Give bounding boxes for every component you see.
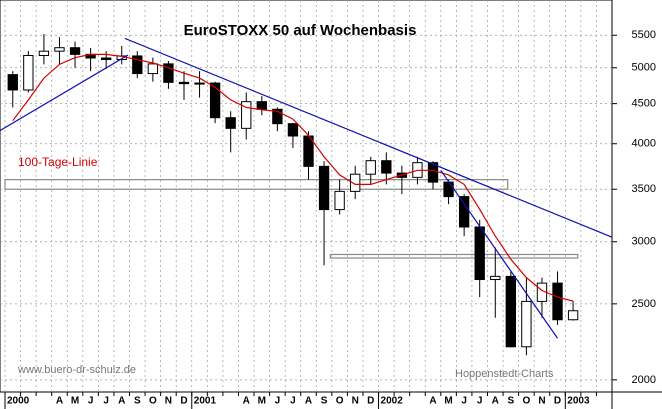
x-tick-label: M <box>444 396 452 407</box>
x-axis-band <box>0 392 662 409</box>
candle-body <box>381 160 392 174</box>
candle-body <box>505 275 517 348</box>
x-tick-label: N <box>538 396 545 407</box>
candle-body <box>178 81 190 85</box>
candle-body <box>69 47 81 55</box>
y-tick-label: 2000 <box>632 374 656 386</box>
candle-body <box>23 54 34 91</box>
x-tick-label: N <box>352 396 359 407</box>
x-tick-label: 2001 <box>194 396 217 407</box>
candle-body <box>552 282 563 321</box>
x-tick-label: A <box>243 396 250 407</box>
candle-body <box>365 160 376 175</box>
chart-title: EuroSTOXX 50 auf Wochenbasis <box>184 22 417 39</box>
candle-body <box>567 310 579 321</box>
x-tick-label: 2002 <box>381 396 404 407</box>
y-tick-label: 5000 <box>632 62 656 74</box>
candle-body <box>147 63 159 75</box>
candle-body <box>100 57 112 61</box>
plot-frame <box>0 0 613 393</box>
candle-body <box>163 63 174 83</box>
candle-body <box>241 101 252 129</box>
x-tick-label: O <box>149 396 157 407</box>
y-tick-label: 4000 <box>632 138 656 150</box>
candle-body <box>334 190 345 211</box>
candle-body <box>458 196 470 228</box>
plot-layer <box>0 0 613 392</box>
x-tick-label: 2003 <box>567 396 590 407</box>
y-tick-label: 2500 <box>632 298 656 310</box>
x-tick-label: A <box>492 396 499 407</box>
candle-body <box>287 123 299 137</box>
x-tick-label: O <box>523 396 531 407</box>
y-tick-label: 3000 <box>632 236 656 248</box>
x-tick-label: M <box>258 396 266 407</box>
support-zone <box>329 253 579 259</box>
trend-line <box>124 37 613 238</box>
source-label: www.buero-dr-schulz.de <box>17 364 136 376</box>
x-tick-label: S <box>507 396 514 407</box>
x-tick-label: J <box>88 396 94 407</box>
x-tick-label: J <box>477 396 483 407</box>
x-tick-label: A <box>305 396 312 407</box>
candle-body <box>318 165 330 211</box>
x-tick-label: N <box>165 396 172 407</box>
y-tick-label: 4500 <box>632 98 656 110</box>
candle-body <box>443 181 454 198</box>
candle-body <box>490 275 501 281</box>
trend-line <box>440 169 559 339</box>
candle-body <box>38 50 50 56</box>
x-tick-label: A <box>118 396 125 407</box>
candle-body <box>225 117 236 129</box>
candle-body <box>474 226 485 281</box>
candle-body <box>350 173 361 192</box>
x-tick-label: J <box>290 396 296 407</box>
x-tick-label: D <box>180 396 187 407</box>
x-tick-label: S <box>134 396 141 407</box>
x-tick-label: J <box>103 396 109 407</box>
candle-body <box>427 162 439 183</box>
candle-body <box>272 108 283 125</box>
x-tick-label: J <box>461 396 467 407</box>
x-tick-label: D <box>554 396 561 407</box>
candle-body <box>7 74 18 91</box>
credit-label: Hoppenstedt-Charts <box>455 368 554 380</box>
candle-body <box>521 300 532 348</box>
x-tick-label: D <box>367 396 374 407</box>
x-tick-label: M <box>71 396 79 407</box>
candle-body <box>209 82 221 119</box>
trend-line <box>0 54 129 131</box>
candle-body <box>54 47 65 52</box>
candle-body <box>194 82 205 85</box>
y-tick-label: 3500 <box>632 183 656 195</box>
y-tick-label: 5500 <box>632 29 656 41</box>
support-zone <box>4 179 509 190</box>
ma-line <box>12 53 574 302</box>
x-tick-label: A <box>429 396 436 407</box>
x-tick-label: 2000 <box>7 396 30 407</box>
x-tick-label: J <box>275 396 281 407</box>
candle-body <box>132 55 143 75</box>
x-tick-label: O <box>336 396 344 407</box>
candle-body <box>256 101 267 110</box>
x-tick-label: A <box>56 396 63 407</box>
x-tick-label: S <box>321 396 328 407</box>
ma-label: 100-Tage-Linie <box>18 155 98 169</box>
